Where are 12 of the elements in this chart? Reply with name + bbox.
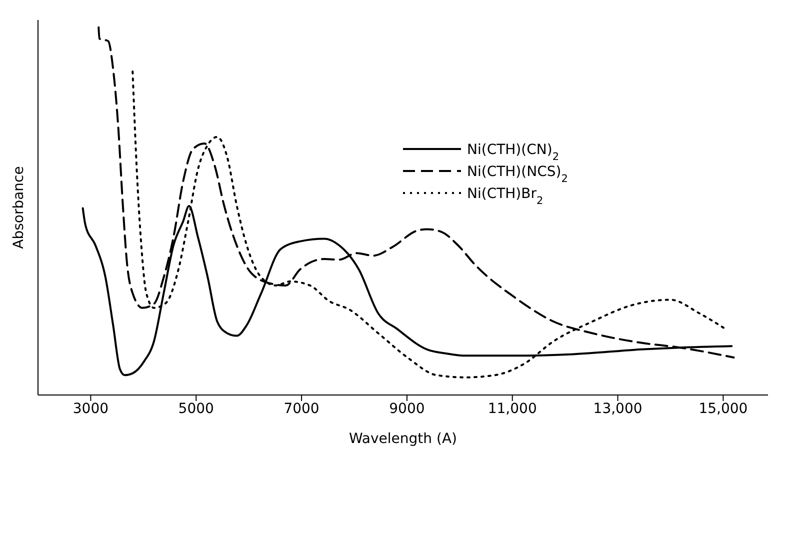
x-tick-label: 7000	[284, 400, 320, 417]
x-tick-label: 15,000	[698, 400, 748, 417]
y-axis-title: Absorbance	[10, 166, 27, 249]
x-tick-label: 13,000	[593, 400, 642, 417]
x-tick-label: 9000	[389, 400, 425, 417]
legend-label: Ni(CTH)(NCS)$_{2}$	[467, 164, 568, 185]
x-axis-title: Wavelength (A)	[348, 431, 458, 447]
x-tick-label: 5000	[178, 400, 214, 417]
x-tick-label: 3000	[72, 400, 109, 417]
x-tick-label: 11,000	[488, 400, 537, 417]
legend-label: Ni(CTH)(CN)$_{2}$	[467, 142, 559, 163]
legend-label: Ni(CTH)Br$_{2}$	[467, 186, 544, 207]
